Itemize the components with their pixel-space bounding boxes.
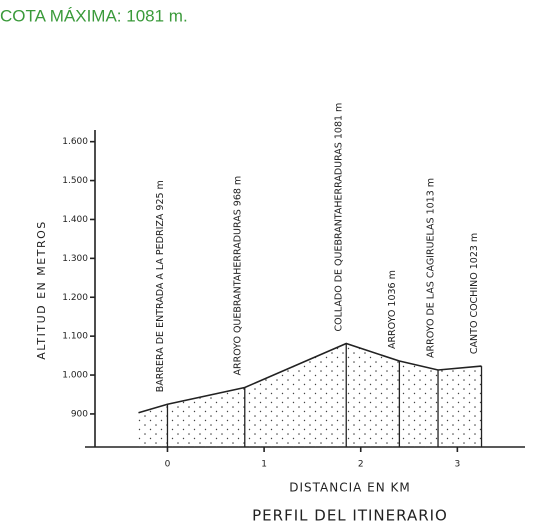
point-label: ARROYO DE LAS CAGIRUELAS 1013 m [426,178,437,358]
y-tick-label: 900 [71,409,88,419]
header: COTA MÁXIMA: 1081 m. [0,6,188,25]
x-tick-label: 0 [165,460,171,470]
y-axis-label: ALTITUD EN METROS [35,220,48,359]
y-tick-label: 1.600 [62,137,88,147]
point-label: CANTO COCHINO 1023 m [469,233,480,354]
chart-title: PERFIL DEL ITINERARIO [252,507,448,525]
x-tick-label: 3 [454,460,460,470]
y-tick-label: 1.400 [62,215,88,225]
point-label: BARRERA DE ENTRADA A LA PEDRIZA 925 m [155,180,166,392]
chart: COTA MÁXIMA: 1081 m. DISTANCIA EN KM PER… [0,0,537,527]
point-label: COLLADO DE QUEBRANTAHERRADURAS 1081 m [334,103,345,332]
x-tick-label: 2 [358,460,364,470]
x-axis-label: DISTANCIA EN KM [289,481,411,495]
y-tick-label: 1.300 [62,254,88,264]
y-tick-label: 1.000 [62,371,88,381]
y-tick-label: 1.500 [62,176,88,186]
x-tick-label: 1 [261,460,267,470]
y-tick-label: 1.200 [62,293,88,303]
y-tick-label: 1.100 [62,332,88,342]
point-label: ARROYO 1036 m [387,270,398,349]
point-label: ARROYO QUEBRANTAHERRADURAS 968 m [232,176,243,376]
